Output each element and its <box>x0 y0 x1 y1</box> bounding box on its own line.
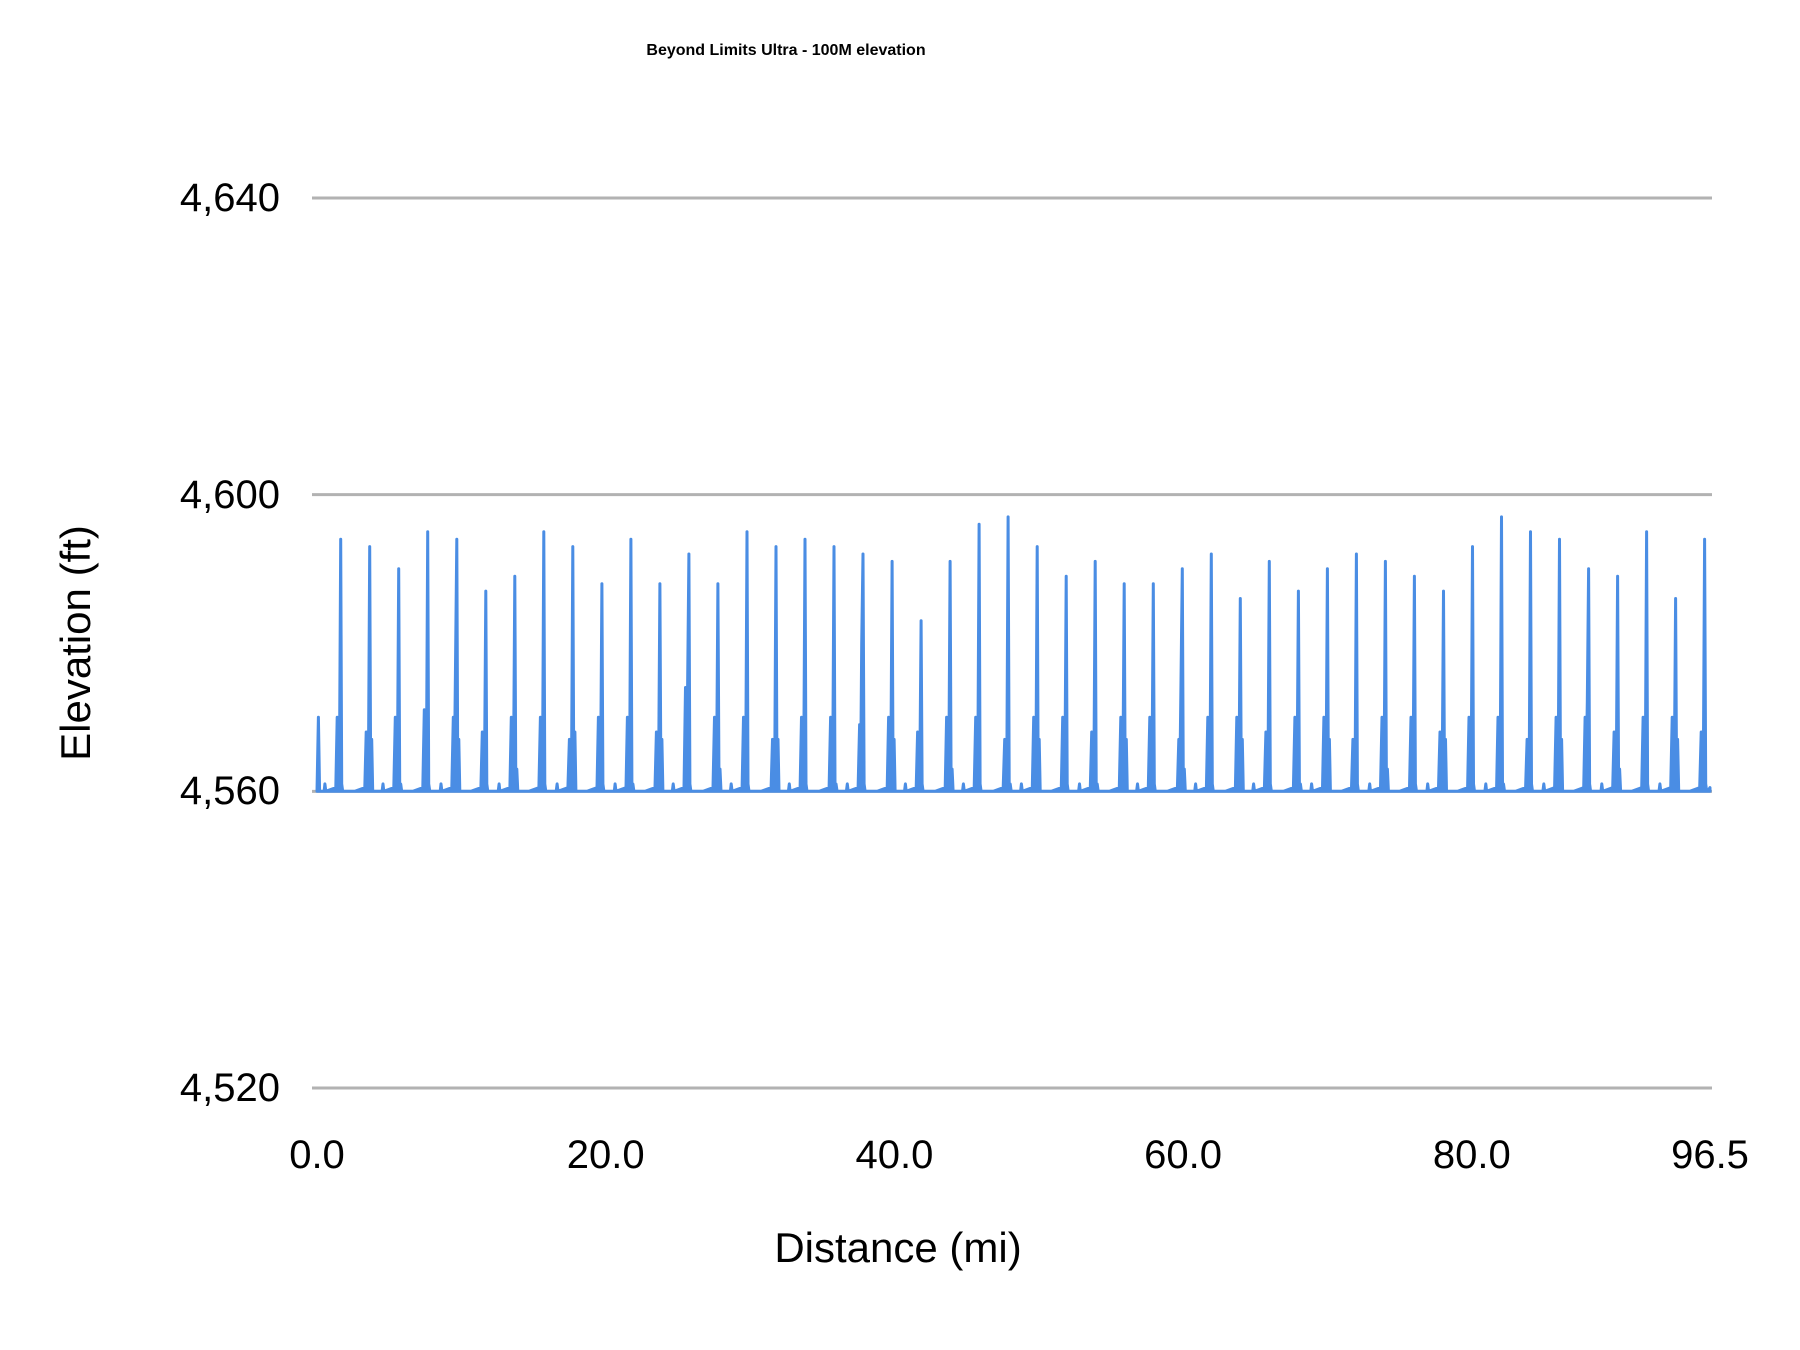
x-tick-label: 20.0 <box>566 1133 645 1177</box>
x-tick-label: 40.0 <box>855 1133 934 1177</box>
y-tick-label: 4,600 <box>179 472 280 517</box>
y-tick-label: 4,560 <box>179 769 280 814</box>
x-axis-title: Distance (mi) <box>774 1224 1022 1271</box>
x-tick-label: 96.5 <box>1671 1133 1749 1177</box>
x-tick-label: 60.0 <box>1144 1133 1223 1177</box>
y-tick-label: 4,520 <box>179 1066 280 1110</box>
chart-title: Beyond Limits Ultra - 100M elevation <box>646 42 926 59</box>
y-tick-label: 4,640 <box>179 176 280 220</box>
x-tick-label: 0.0 <box>289 1133 345 1177</box>
elevation-series <box>315 515 1712 793</box>
x-tick-label: 80.0 <box>1432 1133 1511 1177</box>
